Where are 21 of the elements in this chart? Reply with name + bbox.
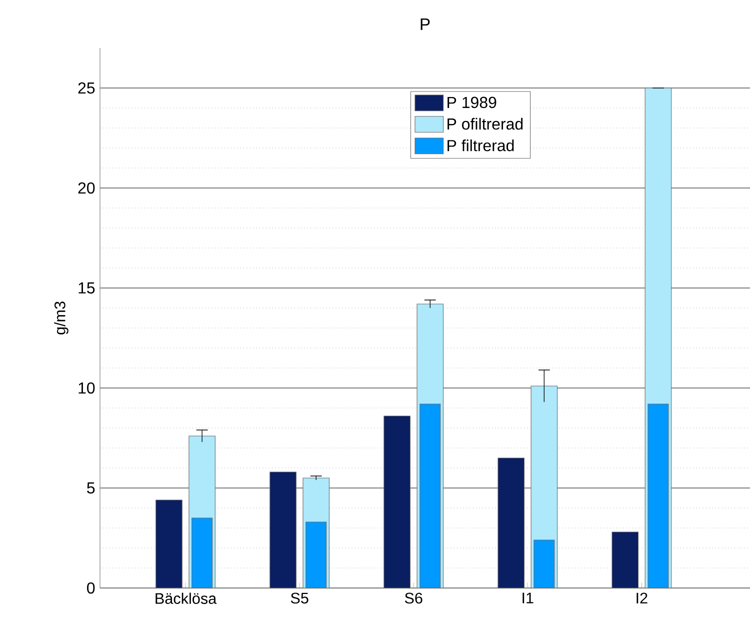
x-tick-label: Bäcklösa xyxy=(156,592,217,604)
legend-label: P ofiltrerad xyxy=(448,118,523,130)
bar xyxy=(270,472,296,588)
y-tick-label: 0 xyxy=(87,582,95,594)
y-tick-label: 5 xyxy=(87,482,95,494)
bar xyxy=(612,532,639,588)
legend-label: P 1989 xyxy=(448,96,496,108)
x-tick-label: I2 xyxy=(636,592,648,604)
legend-label: P filtrerad xyxy=(448,139,514,152)
x-tick-label: S5 xyxy=(290,592,308,604)
x-tick-label: I1 xyxy=(522,592,534,604)
y-tick-label: 20 xyxy=(78,182,95,194)
y-tick-label: 15 xyxy=(78,282,95,294)
y-axis-title: g/m3 xyxy=(54,302,68,334)
bar xyxy=(498,458,524,588)
x-tick-label: S6 xyxy=(404,592,422,604)
y-tick-label: 10 xyxy=(78,382,95,394)
y-tick-label: 25 xyxy=(78,82,95,94)
bar xyxy=(384,416,410,588)
bar xyxy=(156,500,182,588)
chart-title: P xyxy=(420,18,430,30)
